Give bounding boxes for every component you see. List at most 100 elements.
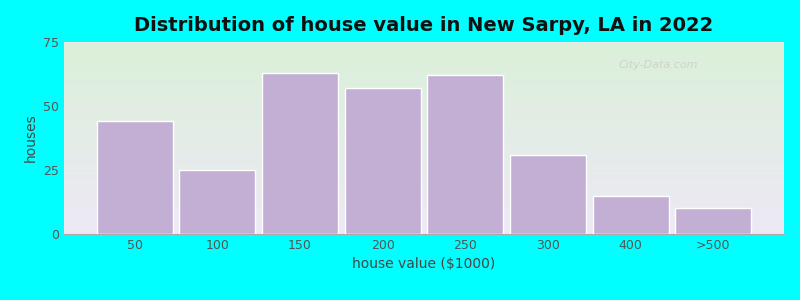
- Bar: [64, 120, 784, 121]
- Bar: [64, 68, 784, 69]
- Bar: [64, 79, 784, 80]
- Bar: [64, 199, 784, 200]
- Bar: [64, 139, 784, 140]
- Bar: [64, 133, 784, 134]
- Bar: [64, 110, 784, 111]
- Title: Distribution of house value in New Sarpy, LA in 2022: Distribution of house value in New Sarpy…: [134, 16, 714, 35]
- Bar: [64, 209, 784, 210]
- Bar: [64, 43, 784, 44]
- Bar: [64, 111, 784, 112]
- Bar: [510, 154, 586, 234]
- Bar: [64, 168, 784, 169]
- Bar: [64, 171, 784, 172]
- Bar: [64, 99, 784, 100]
- Bar: [64, 182, 784, 183]
- X-axis label: house value ($1000): house value ($1000): [352, 257, 496, 272]
- Bar: [64, 215, 784, 216]
- Bar: [64, 86, 784, 87]
- Bar: [64, 83, 784, 84]
- Bar: [64, 153, 784, 154]
- Bar: [64, 100, 784, 101]
- Bar: [64, 146, 784, 147]
- Bar: [64, 136, 784, 137]
- Bar: [64, 71, 784, 72]
- Bar: [64, 108, 784, 109]
- Bar: [64, 190, 784, 191]
- Bar: [64, 70, 784, 71]
- Bar: [64, 125, 784, 127]
- Bar: [64, 172, 784, 173]
- Bar: [64, 224, 784, 225]
- Bar: [64, 157, 784, 158]
- Bar: [64, 156, 784, 157]
- Bar: [64, 205, 784, 206]
- Bar: [64, 95, 784, 96]
- Bar: [427, 75, 503, 234]
- Bar: [64, 105, 784, 106]
- Bar: [64, 134, 784, 135]
- Bar: [64, 98, 784, 99]
- Bar: [64, 89, 784, 90]
- Bar: [64, 51, 784, 52]
- Bar: [64, 189, 784, 190]
- Bar: [64, 112, 784, 113]
- Bar: [64, 232, 784, 233]
- Bar: [64, 228, 784, 229]
- Bar: [64, 165, 784, 166]
- Bar: [64, 227, 784, 228]
- Bar: [64, 129, 784, 130]
- Bar: [64, 60, 784, 61]
- Bar: [64, 84, 784, 85]
- Bar: [64, 211, 784, 212]
- Bar: [64, 233, 784, 234]
- Bar: [64, 138, 784, 139]
- Bar: [64, 106, 784, 107]
- Bar: [64, 148, 784, 149]
- Bar: [179, 170, 255, 234]
- Bar: [64, 173, 784, 175]
- Bar: [64, 90, 784, 91]
- Bar: [64, 122, 784, 123]
- Bar: [64, 104, 784, 105]
- Bar: [64, 204, 784, 205]
- Bar: [64, 123, 784, 124]
- Bar: [64, 107, 784, 108]
- Bar: [64, 135, 784, 136]
- Bar: [64, 167, 784, 168]
- Bar: [64, 52, 784, 53]
- Bar: [64, 180, 784, 181]
- Bar: [64, 45, 784, 46]
- Bar: [64, 152, 784, 153]
- Bar: [64, 212, 784, 213]
- Bar: [64, 206, 784, 207]
- Bar: [64, 118, 784, 119]
- Bar: [64, 217, 784, 218]
- Bar: [64, 69, 784, 70]
- Bar: [64, 50, 784, 51]
- Bar: [64, 225, 784, 226]
- Bar: [64, 202, 784, 203]
- Bar: [64, 61, 784, 62]
- Bar: [64, 196, 784, 197]
- Bar: [64, 81, 784, 82]
- Bar: [64, 192, 784, 193]
- Bar: [64, 76, 784, 77]
- Bar: [64, 143, 784, 144]
- Bar: [64, 59, 784, 60]
- Bar: [64, 66, 784, 67]
- Bar: [64, 117, 784, 118]
- Bar: [64, 62, 784, 63]
- Text: City-Data.com: City-Data.com: [618, 60, 698, 70]
- Bar: [64, 47, 784, 48]
- Bar: [64, 91, 784, 92]
- Bar: [64, 97, 784, 98]
- Bar: [64, 101, 784, 103]
- Bar: [64, 181, 784, 182]
- Bar: [64, 46, 784, 47]
- Bar: [64, 169, 784, 170]
- Bar: [64, 132, 784, 133]
- Bar: [64, 218, 784, 219]
- Bar: [64, 88, 784, 89]
- Bar: [64, 158, 784, 159]
- Bar: [64, 154, 784, 155]
